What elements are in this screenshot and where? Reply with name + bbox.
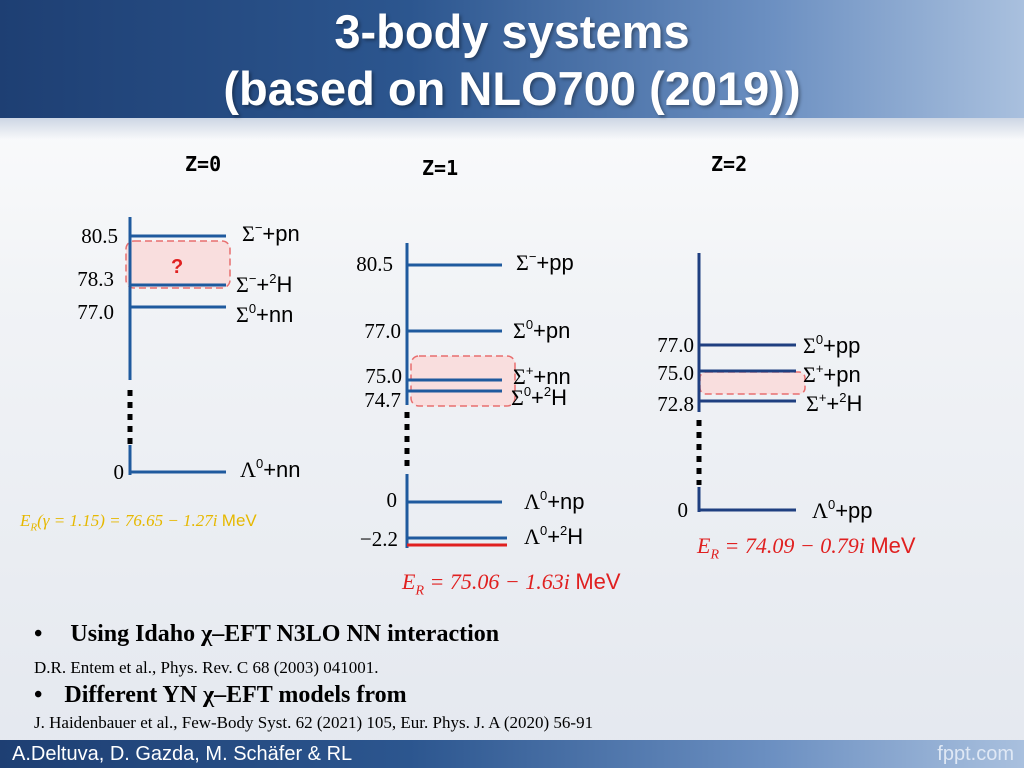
bullet-item: • Using Idaho χ–EFT N3LO NN interaction	[34, 621, 500, 647]
reference-line: J. Haidenbauer et al., Few-Body Syst. 62…	[34, 713, 594, 732]
panel-z0: ? 80.5 78.3 77.0 0 Σ−+pn Σ−+2H Σ0+nn Λ0+…	[77, 217, 301, 484]
level-value: −2.2	[360, 527, 398, 551]
unknown-marker: ?	[171, 256, 183, 278]
level-value: 77.0	[77, 300, 114, 324]
level-state-label: Λ0+np	[524, 488, 585, 514]
level-value: 77.0	[364, 319, 401, 343]
panel-z2: 77.0 75.0 72.8 0 Σ0+pp Σ++pn Σ++2H Λ0+pp	[657, 253, 873, 523]
level-value: 78.3	[77, 267, 114, 291]
footer-authors: A.Deltuva, D. Gazda, M. Schäfer & RL	[12, 743, 353, 765]
level-state-label: Σ0+2H	[511, 384, 567, 410]
level-state-label: Σ++2H	[806, 390, 862, 416]
bullet-item: • Different YN χ–EFT models from	[34, 682, 407, 708]
level-value: 80.5	[356, 252, 393, 276]
title-banner	[0, 0, 1024, 118]
level-value: 77.0	[657, 333, 694, 357]
level-state-label: Σ−+pp	[516, 249, 574, 275]
level-state-label: Σ−+pn	[242, 220, 300, 246]
resonance-energy-z2: ER = 74.09 − 0.79i MeV	[697, 533, 916, 563]
panel-z1: 80.5 77.0 75.0 74.7 0 −2.2 Σ−+pp Σ0+pn Σ…	[356, 243, 585, 551]
slide-title-line-1: 3-body systems	[334, 5, 690, 58]
level-value: 75.0	[365, 364, 402, 388]
level-value: 72.8	[657, 392, 694, 416]
panel-label-z1: Z=1	[422, 156, 459, 180]
level-value: 74.7	[364, 388, 401, 412]
level-state-label: Σ++nn	[513, 363, 571, 389]
level-state-label: Σ−+2H	[236, 271, 292, 297]
reference-line: D.R. Entem et al., Phys. Rev. C 68 (2003…	[34, 658, 379, 677]
footer-brand: fppt.com	[937, 743, 1014, 765]
slide-title-line-2: (based on NLO700 (2019))	[223, 62, 801, 115]
level-value: 75.0	[657, 361, 694, 385]
resonance-energy-z1: ER = 75.06 − 1.63i MeV	[402, 569, 621, 599]
level-value: 0	[387, 488, 398, 512]
level-state-label: Σ++pn	[803, 361, 861, 387]
level-state-label: Λ0+2H	[524, 523, 583, 549]
level-value: 0	[114, 460, 125, 484]
level-state-label: Λ0+nn	[240, 456, 301, 482]
level-value: 80.5	[81, 224, 118, 248]
level-state-label: Σ0+pn	[513, 317, 570, 343]
level-value: 0	[678, 498, 689, 522]
level-state-label: Σ0+pp	[803, 332, 860, 358]
level-state-label: Σ0+nn	[236, 301, 293, 327]
footer-bar: A.Deltuva, D. Gazda, M. Schäfer & RL fpp…	[0, 740, 1024, 768]
level-state-label: Λ0+pp	[812, 497, 873, 523]
title-banner-shadow	[0, 118, 1024, 140]
panel-label-z2: Z=2	[711, 152, 748, 176]
resonance-region-box	[699, 371, 806, 395]
resonance-energy-z0: ER(γ = 1.15) = 76.65 − 1.27i MeV	[20, 511, 257, 534]
panel-label-z0: Z=0	[185, 152, 222, 176]
unknown-region-box	[125, 240, 231, 289]
